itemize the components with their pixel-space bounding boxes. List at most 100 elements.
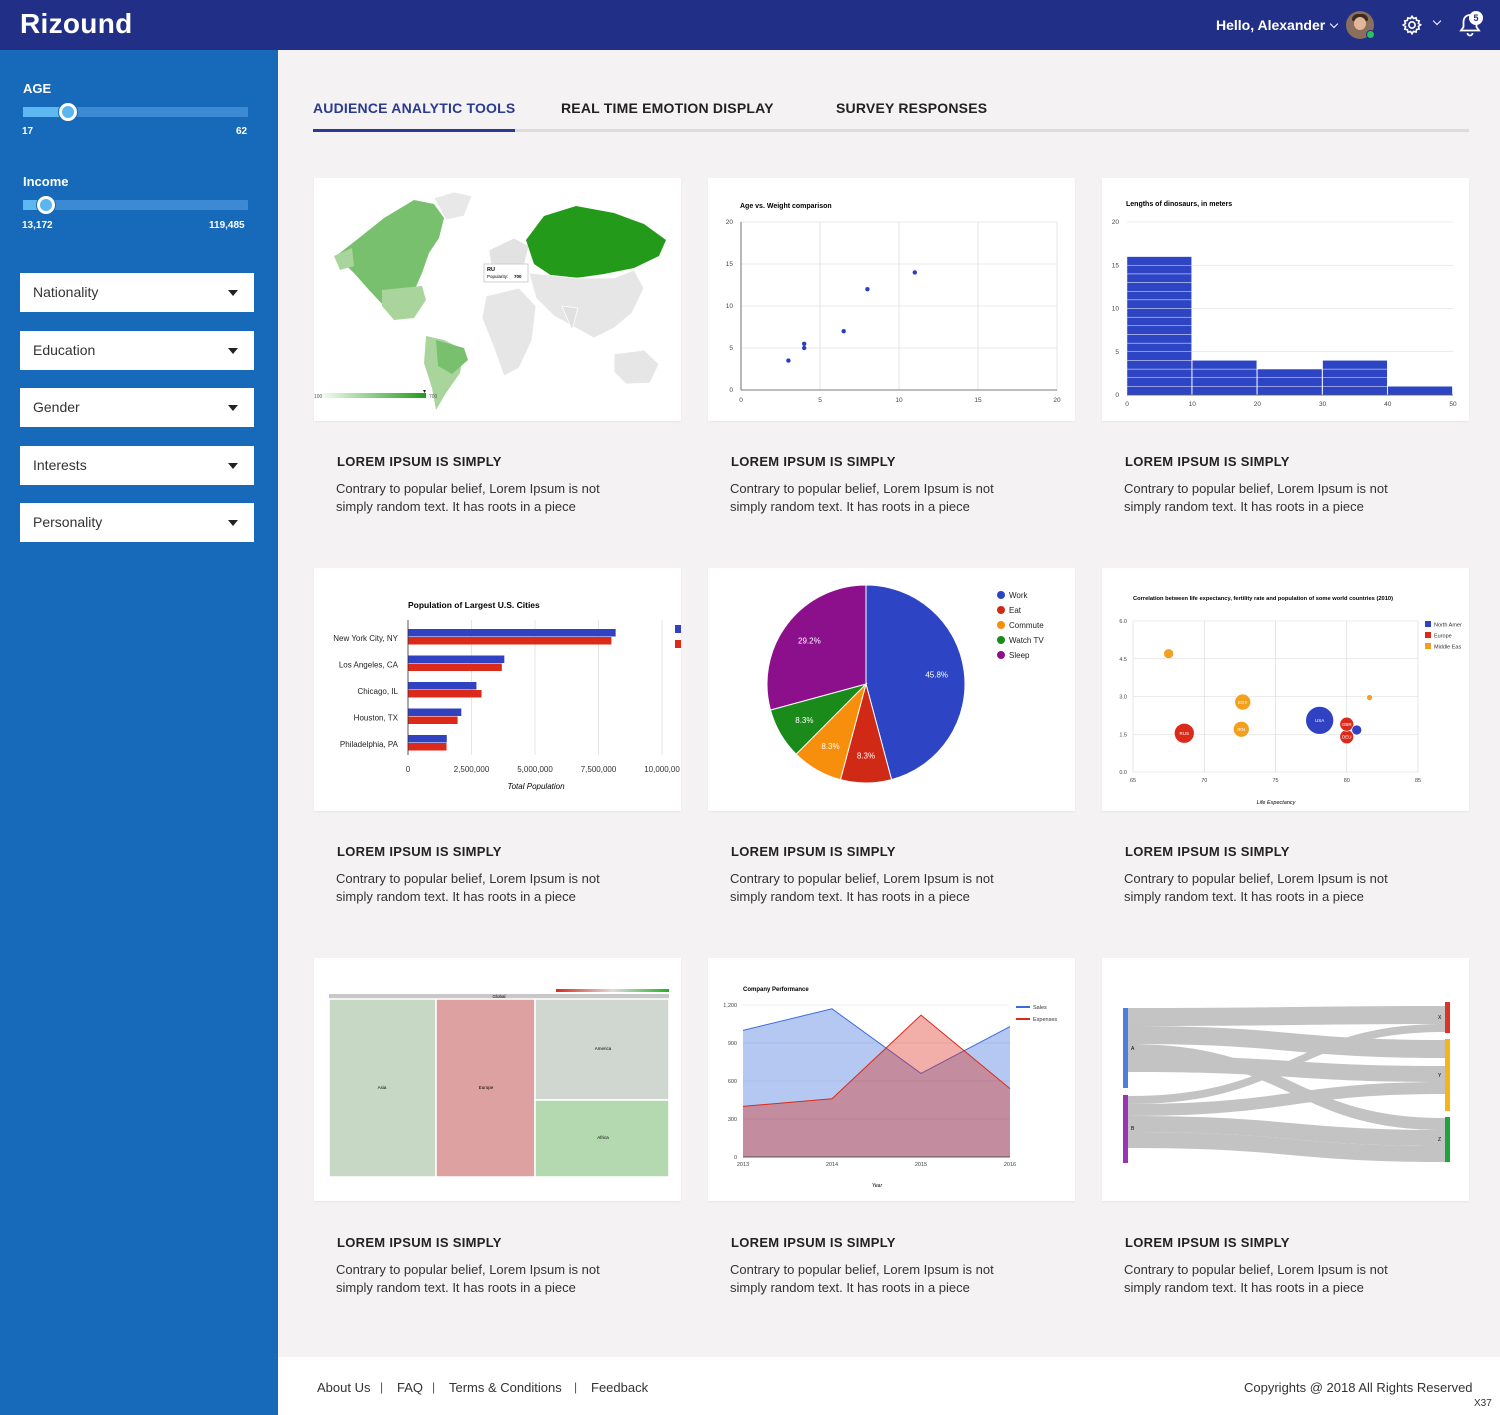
- legend-label: Watch TV: [1009, 636, 1044, 645]
- card-title: LOREM IPSUM IS SIMPLY: [337, 454, 502, 469]
- sankey-node-y: [1445, 1039, 1450, 1111]
- x-tick-label: 50: [1449, 401, 1457, 408]
- age-label: AGE: [23, 81, 52, 96]
- income-slider[interactable]: [23, 196, 248, 214]
- chart-card-geo[interactable]: RU Popularity: 700 100 700: [314, 178, 681, 421]
- income-slider-fill: [23, 200, 46, 210]
- legend-swatch: [675, 640, 681, 648]
- x-tick-label: 30: [1319, 401, 1327, 408]
- histogram-bar: [1191, 386, 1257, 396]
- pie-slice: [865, 584, 966, 781]
- legend-label: Commute: [1009, 621, 1044, 630]
- scatter-point: [802, 341, 807, 346]
- x-tick-label: 80: [1344, 778, 1350, 784]
- x-tick-label: 10,000,00: [644, 765, 680, 774]
- x-axis-label: Year: [872, 1183, 883, 1189]
- area-line: [742, 1008, 1011, 1074]
- footer-link-terms[interactable]: Terms & Conditions: [449, 1380, 562, 1395]
- gear-icon[interactable]: [1401, 14, 1423, 36]
- sankey-node-a: [1123, 1008, 1128, 1088]
- chart-card-sankey[interactable]: A B X Y Z: [1102, 958, 1469, 1201]
- category-label: Philadelphia, PA: [340, 740, 399, 749]
- histogram-bar: [1126, 386, 1192, 396]
- age-slider-handle[interactable]: [59, 103, 77, 121]
- interests-dropdown[interactable]: Interests: [20, 446, 254, 485]
- y-tick-label: 0: [729, 387, 733, 394]
- sankey-node-b: [1123, 1095, 1128, 1163]
- legend-dot: [997, 606, 1005, 614]
- y-tick-label: 0.0: [1119, 770, 1127, 776]
- bar: [408, 690, 482, 698]
- tab-survey-responses[interactable]: SURVEY RESPONSES: [836, 100, 988, 116]
- map-india: [561, 305, 579, 332]
- chart-card-histogram[interactable]: Lengths of dinosaurs, in meters 0 5 10 15 20…: [1102, 178, 1469, 421]
- bubble-label: IRN: [1237, 727, 1245, 732]
- treemap-node-asia: [328, 998, 437, 1178]
- slice-label: 8.3%: [857, 751, 875, 760]
- bubble-label: RUS: [1180, 731, 1190, 736]
- tab-audience-analytic-tools[interactable]: AUDIENCE ANALYTIC TOOLS: [313, 100, 516, 132]
- x-tick-label: 10: [1189, 401, 1197, 408]
- x-axis-label: Life Expectancy: [1257, 800, 1297, 806]
- personality-dropdown[interactable]: Personality: [20, 503, 254, 542]
- slice-label: 45.8%: [925, 671, 948, 680]
- age-slider[interactable]: [23, 103, 248, 121]
- nationality-dropdown[interactable]: Nationality: [20, 273, 254, 312]
- histogram-bar: [1126, 273, 1192, 283]
- chart-card-treemap[interactable]: Global Asia Europe America Africa: [314, 958, 681, 1201]
- x-tick-label: 85: [1415, 778, 1421, 784]
- chart-card-pie[interactable]: 45.8% 8.3% 8.3% 8.3% 29.2% Work Eat Commute Watc…: [708, 568, 1075, 811]
- map-legend-min: 100: [314, 394, 323, 400]
- income-slider-handle[interactable]: [36, 196, 55, 214]
- sankey-node-x: [1445, 1002, 1450, 1033]
- user-avatar[interactable]: [1346, 11, 1374, 39]
- legend-label: Work: [1009, 591, 1029, 600]
- tab-bar: AUDIENCE ANALYTIC TOOLS REAL TIME EMOTIO…: [313, 96, 1469, 132]
- map-greenland: [433, 191, 473, 221]
- chart-title: Correlation between life expectancy, fer…: [1133, 596, 1393, 602]
- area-fill: [743, 1008, 1010, 1157]
- scatter-point: [786, 358, 791, 363]
- x-tick-label: 40: [1384, 401, 1392, 408]
- page-tag: X37: [1474, 1398, 1492, 1409]
- dropdown-label: Interests: [33, 457, 87, 473]
- chart-card-area[interactable]: Company Performance Year 0 300 600 900 1,200…: [708, 958, 1075, 1201]
- histogram-bar: [1126, 377, 1192, 387]
- card-description: Contrary to popular belief, Lorem Ipsum …: [1124, 1262, 1388, 1295]
- tab-real-time-emotion-display[interactable]: REAL TIME EMOTION DISPLAY: [561, 100, 774, 116]
- chart-title: Population of Largest U.S. Cities: [408, 600, 540, 610]
- card-title: LOREM IPSUM IS SIMPLY: [337, 1235, 502, 1250]
- y-tick-label: 10: [1112, 306, 1120, 313]
- education-dropdown[interactable]: Education: [20, 331, 254, 370]
- y-tick-label: 10: [726, 303, 734, 310]
- treemap-header: [329, 994, 669, 999]
- map-africa: [481, 287, 537, 377]
- scatter-point: [841, 329, 846, 334]
- footer-link-about-us[interactable]: About Us: [317, 1380, 371, 1395]
- histogram-bar: [1322, 368, 1388, 378]
- chart-card-bar[interactable]: Population of Largest U.S. Cities Total …: [314, 568, 681, 811]
- slice-label: 29.2%: [798, 637, 821, 646]
- histogram-bar: [1191, 360, 1257, 370]
- gender-dropdown[interactable]: Gender: [20, 388, 254, 427]
- histogram-bar: [1126, 282, 1192, 292]
- caret-down-icon: [228, 463, 238, 469]
- y-tick-label: 600: [728, 1079, 737, 1085]
- legend-swatch: [1425, 621, 1431, 627]
- footer-link-faq[interactable]: FAQ: [397, 1380, 424, 1395]
- chart-card-scatter[interactable]: Age vs. Weight comparison 0 5 10 15 20 0 5 10 15…: [708, 178, 1075, 421]
- legend-swatch: [675, 625, 681, 633]
- treemap-header-label: Global: [492, 994, 505, 999]
- income-max: 119,485: [209, 220, 245, 231]
- app-logo[interactable]: Rizound: [20, 8, 133, 39]
- treemap-node-europe: [435, 998, 536, 1178]
- card-title: LOREM IPSUM IS SIMPLY: [1125, 1235, 1290, 1250]
- settings-chevron-icon[interactable]: [1432, 16, 1442, 26]
- footer-link-feedback[interactable]: Feedback: [591, 1380, 649, 1395]
- treemap-label: America: [595, 1046, 612, 1051]
- caret-down-icon: [228, 290, 238, 296]
- y-tick-label: 15: [1112, 262, 1120, 269]
- user-menu[interactable]: Hello, Alexander: [1216, 17, 1339, 33]
- x-tick-label: 2013: [737, 1162, 749, 1168]
- chart-card-bubble[interactable]: Correlation between life expectancy, fer…: [1102, 568, 1469, 811]
